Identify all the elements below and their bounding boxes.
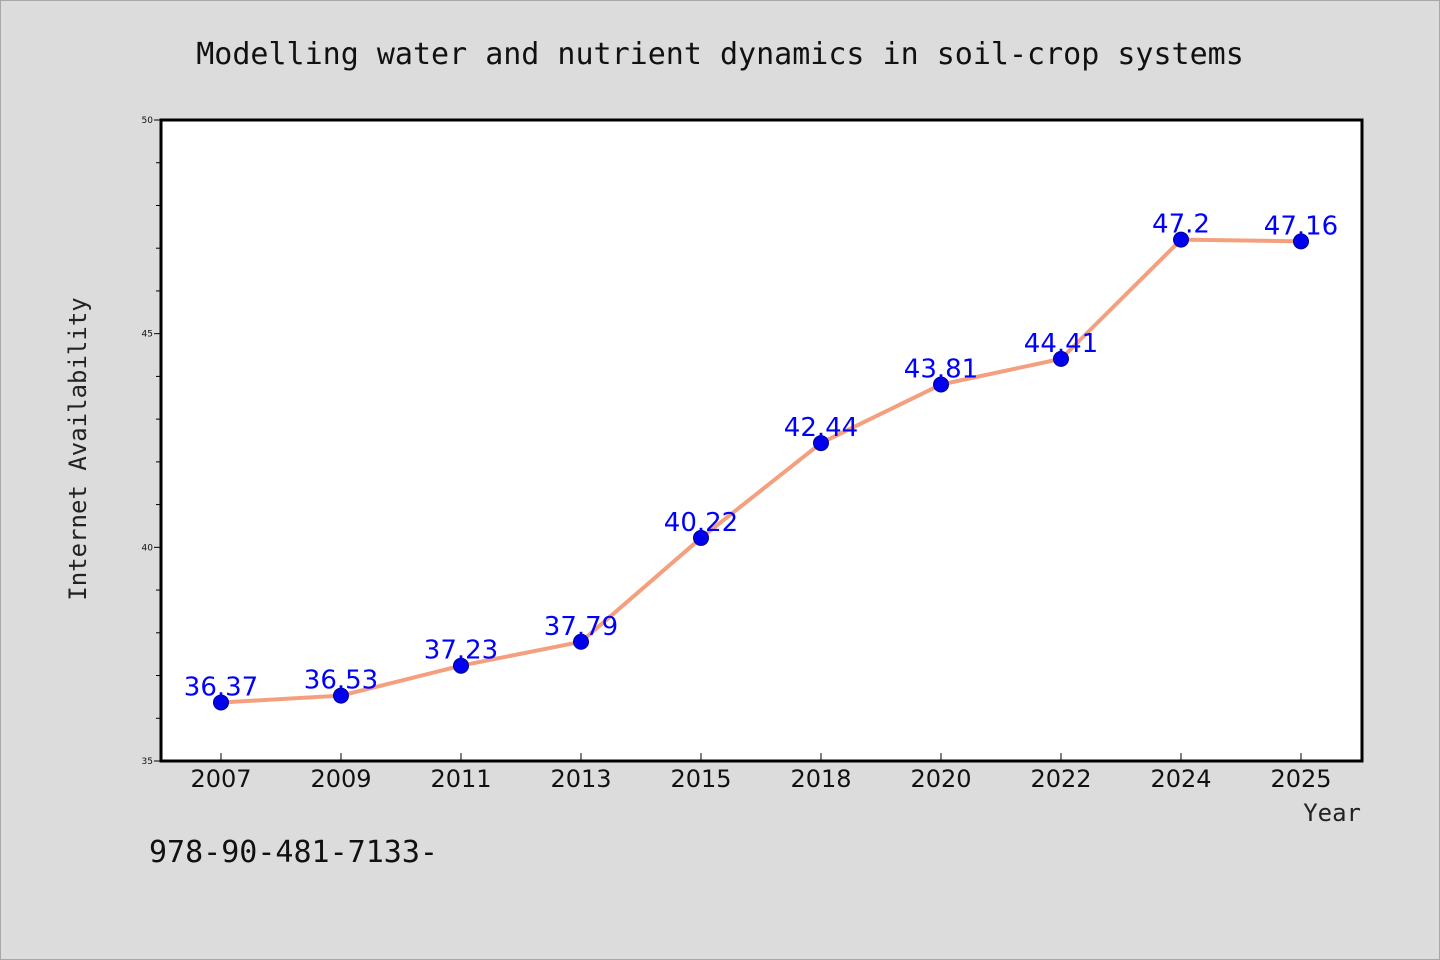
data-point (1053, 350, 1069, 367)
data-label: 44.41 (1024, 329, 1098, 359)
x-tick-label: 2022 (1030, 765, 1091, 793)
data-label: 36.37 (184, 672, 258, 702)
data-point (693, 529, 709, 546)
y-axis-label: Internet Availability (64, 297, 92, 600)
x-tick-label: 2011 (430, 765, 491, 793)
data-point (1293, 233, 1309, 250)
y-tick-label: 45 (142, 330, 153, 340)
data-point (333, 687, 349, 704)
data-label: 37.79 (544, 612, 618, 642)
data-point (813, 435, 829, 452)
data-point (213, 694, 229, 711)
x-tick-label: 2025 (1270, 765, 1331, 793)
x-tick-label: 2009 (310, 765, 371, 793)
x-tick-label: 2013 (550, 765, 611, 793)
data-label: 36.53 (304, 666, 378, 696)
data-point (573, 633, 589, 650)
x-tick-label: 2024 (1150, 765, 1211, 793)
data-labels-layer: 36.37 36.53 37.23 37.79 40.22 42.44 43.81 44.41… (184, 210, 1338, 703)
plot-area (159, 118, 1364, 763)
data-point (453, 657, 469, 674)
data-label: 37.23 (424, 636, 498, 666)
data-point (1173, 231, 1189, 248)
y-axis-ticks: 35 40 45 50 (142, 116, 161, 767)
x-axis-label: Year (1303, 799, 1361, 827)
data-label: 40.22 (664, 508, 738, 538)
data-label: 47.2 (1152, 210, 1210, 240)
y-tick-label: 40 (142, 543, 154, 553)
x-tick-label: 2007 (190, 765, 251, 793)
x-axis-ticks: 2007 2009 2011 2013 2015 2018 2020 2022 2024 2025 (190, 753, 1332, 793)
data-label: 47.16 (1264, 211, 1338, 241)
series-layer (213, 231, 1309, 711)
y-tick-label: 50 (142, 116, 154, 126)
footnote-text: 978-90-481-7133- (149, 835, 438, 870)
data-label: 43.81 (904, 355, 978, 385)
data-label: 42.44 (784, 413, 858, 443)
x-tick-label: 2015 (670, 765, 731, 793)
x-tick-label: 2018 (790, 765, 851, 793)
series-line (219, 237, 1303, 705)
x-tick-label: 2020 (910, 765, 971, 793)
y-tick-label: 35 (142, 757, 153, 767)
chart-title: Modelling water and nutrient dynamics in… (196, 37, 1244, 72)
data-point (933, 376, 949, 393)
